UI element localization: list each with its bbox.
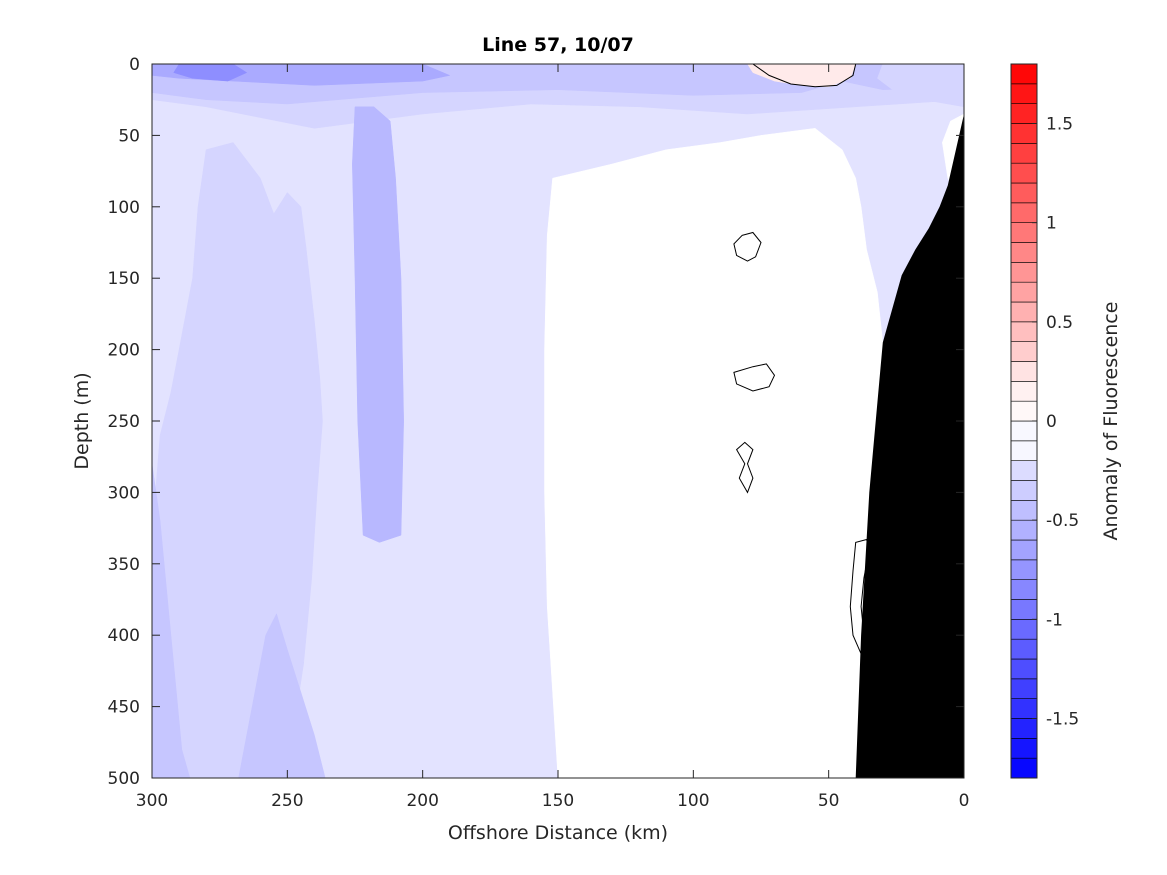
y-tick-label: 350 bbox=[108, 555, 140, 575]
colorbar-cell bbox=[1010, 658, 1038, 680]
y-tick-label: 450 bbox=[108, 698, 140, 718]
colorbar-cell bbox=[1010, 619, 1038, 640]
colorbar-cell bbox=[1010, 162, 1038, 184]
colorbar: 1.5 1 0.5 0 -0.5 -1 -1.5 bbox=[1010, 63, 1079, 779]
colorbar-cell bbox=[1010, 123, 1038, 144]
colorbar-tick-label: 0.5 bbox=[1046, 313, 1073, 333]
contour-line-2 bbox=[733, 363, 776, 392]
x-tick-label: 250 bbox=[271, 791, 303, 811]
colorbar-tick-label: 1 bbox=[1046, 214, 1057, 234]
colorbar-cell bbox=[1010, 539, 1038, 561]
colorbar-cell bbox=[1010, 262, 1038, 283]
y-tick-label: 150 bbox=[108, 269, 140, 289]
colorbar-cell bbox=[1010, 143, 1038, 164]
colorbar-cell bbox=[1010, 63, 1038, 85]
colorbar-tick-label: 0 bbox=[1046, 412, 1057, 432]
x-axis-label: Offshore Distance (km) bbox=[448, 822, 668, 844]
colorbar-cell bbox=[1010, 301, 1038, 323]
colorbar-tick-label: -1.5 bbox=[1046, 710, 1079, 730]
contour-line-1 bbox=[733, 231, 762, 262]
y-tick-label: 250 bbox=[108, 412, 140, 432]
colorbar-cell bbox=[1010, 202, 1038, 223]
anomaly-region-9 bbox=[877, 64, 964, 108]
contour-line-3 bbox=[735, 441, 754, 494]
x-tick-label: 50 bbox=[818, 791, 840, 811]
colorbar-cell bbox=[1010, 182, 1038, 204]
x-tick-label: 150 bbox=[542, 791, 574, 811]
colorbar-cell bbox=[1010, 361, 1038, 382]
colorbar-cell bbox=[1010, 321, 1038, 342]
y-tick-label: 400 bbox=[108, 626, 140, 646]
colorbar-tick-label: -0.5 bbox=[1046, 511, 1079, 531]
colorbar-cell bbox=[1010, 519, 1038, 541]
colorbar-cell bbox=[1010, 579, 1038, 600]
y-axis-label: Depth (m) bbox=[71, 372, 93, 469]
anomaly-region-3 bbox=[152, 463, 191, 778]
anomaly-region-6 bbox=[352, 106, 404, 543]
colorbar-cell bbox=[1010, 83, 1038, 104]
anomaly-region-1 bbox=[152, 142, 323, 778]
y-tick-label: 300 bbox=[108, 483, 140, 503]
colorbar-label: Anomaly of Fluorescence bbox=[1100, 302, 1122, 541]
seafloor-bathymetry bbox=[855, 114, 964, 778]
colorbar-cell bbox=[1010, 420, 1038, 442]
x-tick-label: 300 bbox=[136, 791, 168, 811]
colorbar-cell bbox=[1010, 440, 1038, 461]
y-tick-label: 0 bbox=[129, 55, 140, 75]
x-tick-label: 0 bbox=[959, 791, 970, 811]
colorbar-cell bbox=[1010, 381, 1038, 402]
colorbar-cell bbox=[1010, 103, 1038, 124]
colorbar-cell bbox=[1010, 718, 1038, 739]
colorbar-tick-label: -1 bbox=[1046, 610, 1063, 630]
anomaly-region-4 bbox=[238, 613, 326, 778]
y-tick-label: 200 bbox=[108, 341, 140, 361]
y-axis: 0 50 100 150 200 250 300 350 400 450 500 bbox=[108, 55, 964, 789]
anomaly-region-10 bbox=[544, 128, 884, 778]
colorbar-cell bbox=[1010, 281, 1038, 303]
x-tick-label: 200 bbox=[406, 791, 438, 811]
y-tick-label: 100 bbox=[108, 198, 140, 218]
colorbar-cell bbox=[1010, 698, 1038, 719]
colorbar-cell bbox=[1010, 757, 1038, 779]
colorbar-cell bbox=[1010, 242, 1038, 263]
colorbar-cell bbox=[1010, 341, 1038, 362]
colorbar-cell bbox=[1010, 460, 1038, 481]
plot-area: 300 250 200 150 100 50 0 050100150200250300350… bbox=[108, 55, 970, 811]
y-tick-label: 50 bbox=[118, 126, 140, 146]
colorbar-ticks: 1.5 1 0.5 0 -0.5 -1 -1.5 bbox=[1032, 115, 1079, 730]
colorbar-cell bbox=[1010, 638, 1038, 660]
colorbar-cell bbox=[1010, 678, 1038, 699]
colorbar-cell bbox=[1010, 480, 1038, 501]
contour-line-0 bbox=[752, 64, 857, 88]
fluorescence-field bbox=[152, 64, 964, 778]
colorbar-cell bbox=[1010, 500, 1038, 521]
colorbar-cell bbox=[1010, 738, 1038, 759]
colorbar-cell bbox=[1010, 222, 1038, 243]
colorbar-cell bbox=[1010, 559, 1038, 580]
colorbar-cell bbox=[1010, 599, 1038, 620]
chart-title: Line 57, 10/07 bbox=[482, 34, 634, 56]
colorbar-tick-label: 1.5 bbox=[1046, 115, 1073, 135]
colorbar-cell bbox=[1010, 400, 1038, 422]
y-tick-label: 500 bbox=[108, 769, 140, 789]
x-tick-label: 100 bbox=[677, 791, 709, 811]
anomaly-region-8 bbox=[173, 64, 248, 82]
x-axis: 300 250 200 150 100 50 0 bbox=[136, 64, 970, 811]
